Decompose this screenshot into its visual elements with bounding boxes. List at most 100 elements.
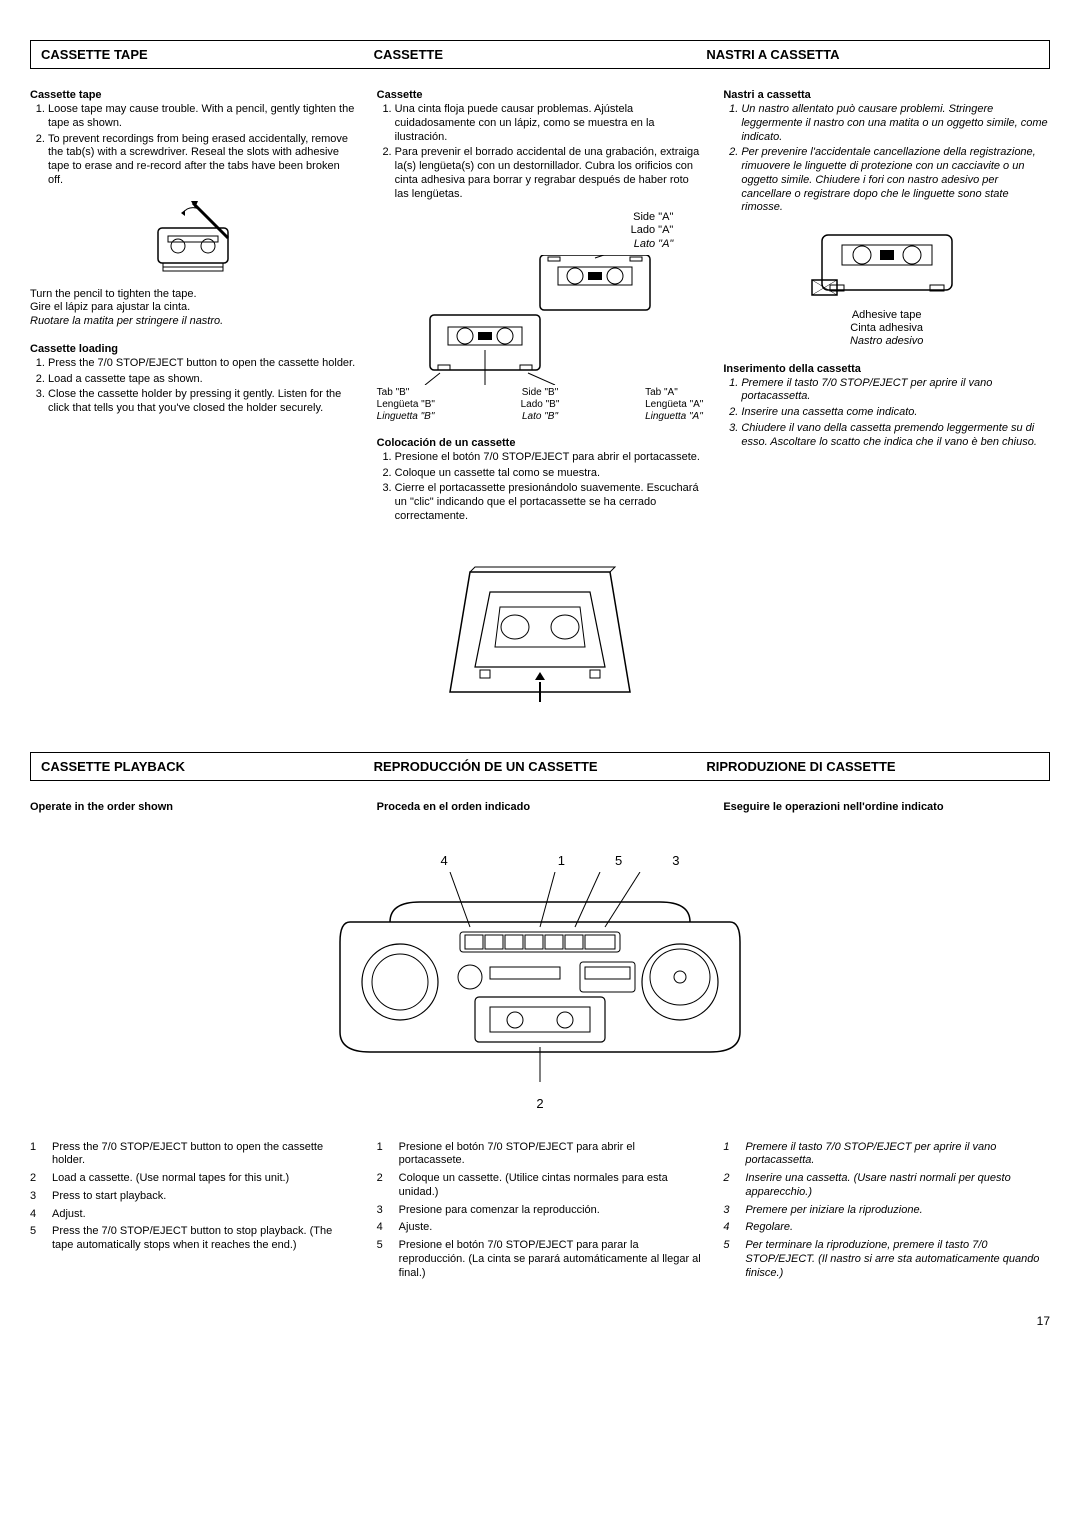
tab-b: Tab "B" xyxy=(377,387,435,399)
tape-title-en: Cassette tape xyxy=(30,89,357,101)
operate-it: Eseguire le operazioni nell'ordine indic… xyxy=(723,801,1050,813)
header2-it: RIPRODUZIONE DI CASSETTE xyxy=(706,759,1039,774)
list-item: 3Presione para comenzar la reproducción. xyxy=(377,1204,704,1218)
step-text: Per terminare la riproduzione, premere i… xyxy=(745,1239,1050,1280)
loading-item: Coloque un cassette tal como se muestra. xyxy=(395,467,704,481)
loading-title-en: Cassette loading xyxy=(30,343,357,355)
header-en: CASSETTE TAPE xyxy=(41,47,374,62)
step-text: Press the 7/0 STOP/EJECT button to stop … xyxy=(52,1225,357,1253)
step-text: Presione para comenzar la reproducción. xyxy=(399,1204,600,1218)
header-es: CASSETTE xyxy=(374,47,707,62)
list-item: 4Regolare. xyxy=(723,1221,1050,1235)
tape-list-it: Un nastro allentato può causare problemi… xyxy=(723,103,1050,215)
header2-es: REPRODUCCIÓN DE UN CASSETTE xyxy=(374,759,707,774)
callout-5: 5 xyxy=(615,853,622,868)
lado-b: Lado "B" xyxy=(521,399,560,411)
step-text: Press to start playback. xyxy=(52,1190,166,1204)
adhesive-it: Nastro adesivo xyxy=(723,335,1050,348)
callout-2: 2 xyxy=(30,1096,1050,1111)
loading-list-en: Press the 7/0 STOP/EJECT button to open … xyxy=(30,357,357,416)
section-header-playback: CASSETTE PLAYBACK REPRODUCCIÓN DE UN CAS… xyxy=(30,752,1050,781)
step-text: Premere per iniziare la riproduzione. xyxy=(745,1204,922,1218)
tape-list-es: Una cinta floja puede causar problemas. … xyxy=(377,103,704,201)
adhesive-es: Cinta adhesiva xyxy=(723,322,1050,335)
callout-4: 4 xyxy=(441,853,448,868)
operate-row: Operate in the order shown Proceda en el… xyxy=(30,801,1050,823)
step-text: Adjust. xyxy=(52,1208,86,1222)
linguetta-a: Linguetta "A" xyxy=(645,411,703,423)
loading-item: Presione el botón 7/0 STOP/EJECT para ab… xyxy=(395,451,704,465)
cassette-sides-diagram: Side "A" Lado "A" Lato "A" xyxy=(377,211,704,423)
callout-1: 1 xyxy=(558,853,565,868)
boombox-diagram: 4 1 5 3 xyxy=(30,853,1050,1111)
step-text: Load a cassette. (Use normal tapes for t… xyxy=(52,1172,289,1186)
operate-es: Proceda en el orden indicado xyxy=(377,801,704,813)
lado-a-label: Lado "A" xyxy=(377,224,674,237)
cassette-holder-diagram xyxy=(30,552,1050,712)
page-number: 17 xyxy=(30,1314,1050,1328)
tape-title-it: Nastri a cassetta xyxy=(723,89,1050,101)
side-b: Side "B" xyxy=(521,387,560,399)
step-text: Presione el botón 7/0 STOP/EJECT para ab… xyxy=(399,1141,704,1169)
adhesive-tape-diagram: Adhesive tape Cinta adhesiva Nastro ades… xyxy=(723,225,1050,349)
linguetta-b: Linguetta "B" xyxy=(377,411,435,423)
lengueta-a: Lengüeta "A" xyxy=(645,399,703,411)
operate-en: Operate in the order shown xyxy=(30,801,357,813)
side-a-label: Side "A" xyxy=(377,211,674,224)
col-it: Nastri a cassetta Un nastro allentato pu… xyxy=(723,89,1050,532)
header2-en: CASSETTE PLAYBACK xyxy=(41,759,374,774)
tape-item: Para prevenir el borrado accidental de u… xyxy=(395,146,704,201)
callout-3: 3 xyxy=(672,853,679,868)
tape-item: Una cinta floja puede causar problemas. … xyxy=(395,103,704,144)
list-item: 2Load a cassette. (Use normal tapes for … xyxy=(30,1172,357,1186)
list-item: 5Per terminare la riproduzione, premere … xyxy=(723,1239,1050,1280)
step-text: Press the 7/0 STOP/EJECT button to open … xyxy=(52,1141,357,1169)
loading-item: Inserire una cassetta come indicato. xyxy=(741,406,1050,420)
loading-title-it: Inserimento della cassetta xyxy=(723,363,1050,375)
list-item: 4Adjust. xyxy=(30,1208,357,1222)
list-item: 2Inserire una cassetta. (Usare nastri no… xyxy=(723,1172,1050,1200)
list-item: 5Presione el botón 7/0 STOP/EJECT para p… xyxy=(377,1239,704,1280)
col-en: Cassette tape Loose tape may cause troub… xyxy=(30,89,357,532)
step-text: Premere il tasto 7/0 STOP/EJECT per apri… xyxy=(745,1141,1050,1169)
list-item: 1Presione el botón 7/0 STOP/EJECT para a… xyxy=(377,1141,704,1169)
step-text: Regolare. xyxy=(745,1221,793,1235)
tape-item: To prevent recordings from being erased … xyxy=(48,133,357,188)
tape-title-es: Cassette xyxy=(377,89,704,101)
tape-list-en: Loose tape may cause trouble. With a pen… xyxy=(30,103,357,188)
cassette-tape-row: Cassette tape Loose tape may cause troub… xyxy=(30,89,1050,532)
loading-list-es: Presione el botón 7/0 STOP/EJECT para ab… xyxy=(377,451,704,524)
loading-item: Premere il tasto 7/0 STOP/EJECT per apri… xyxy=(741,377,1050,405)
playback-it: 1Premere il tasto 7/0 STOP/EJECT per apr… xyxy=(723,1141,1050,1285)
lato-b: Lato "B" xyxy=(521,411,560,423)
caption-es: Gire el lápiz para ajustar la cinta. xyxy=(30,301,357,315)
playback-en: 1Press the 7/0 STOP/EJECT button to open… xyxy=(30,1141,357,1285)
list-item: 4Ajuste. xyxy=(377,1221,704,1235)
playback-list-es: 1Presione el botón 7/0 STOP/EJECT para a… xyxy=(377,1141,704,1281)
adhesive-en: Adhesive tape xyxy=(723,309,1050,322)
header-it: NASTRI A CASSETTA xyxy=(706,47,1039,62)
loading-list-it: Premere il tasto 7/0 STOP/EJECT per apri… xyxy=(723,377,1050,450)
list-item: 3Press to start playback. xyxy=(30,1190,357,1204)
step-text: Coloque un cassette. (Utilice cintas nor… xyxy=(399,1172,704,1200)
loading-it: Inserimento della cassetta Premere il ta… xyxy=(723,363,1050,450)
playback-list-it: 1Premere il tasto 7/0 STOP/EJECT per apr… xyxy=(723,1141,1050,1281)
pencil-cassette-diagram xyxy=(30,198,357,278)
step-text: Presione el botón 7/0 STOP/EJECT para pa… xyxy=(399,1239,704,1280)
col-es: Cassette Una cinta floja puede causar pr… xyxy=(377,89,704,532)
loading-es: Colocación de un cassette Presione el bo… xyxy=(377,437,704,524)
list-item: 1Press the 7/0 STOP/EJECT button to open… xyxy=(30,1141,357,1169)
list-item: 1Premere il tasto 7/0 STOP/EJECT per apr… xyxy=(723,1141,1050,1169)
loading-item: Load a cassette tape as shown. xyxy=(48,373,357,387)
loading-en: Cassette loading Press the 7/0 STOP/EJEC… xyxy=(30,343,357,416)
tab-a: Tab "A" xyxy=(645,387,703,399)
pencil-caption: Turn the pencil to tighten the tape. Gir… xyxy=(30,288,357,329)
list-item: 5Press the 7/0 STOP/EJECT button to stop… xyxy=(30,1225,357,1253)
loading-item: Chiudere il vano della cassetta premendo… xyxy=(741,422,1050,450)
tape-item: Un nastro allentato può causare problemi… xyxy=(741,103,1050,144)
list-item: 3Premere per iniziare la riproduzione. xyxy=(723,1204,1050,1218)
tape-item: Per prevenire l'accidentale cancellazion… xyxy=(741,146,1050,215)
caption-en: Turn the pencil to tighten the tape. xyxy=(30,288,357,302)
playback-list-en: 1Press the 7/0 STOP/EJECT button to open… xyxy=(30,1141,357,1253)
tape-item: Loose tape may cause trouble. With a pen… xyxy=(48,103,357,131)
